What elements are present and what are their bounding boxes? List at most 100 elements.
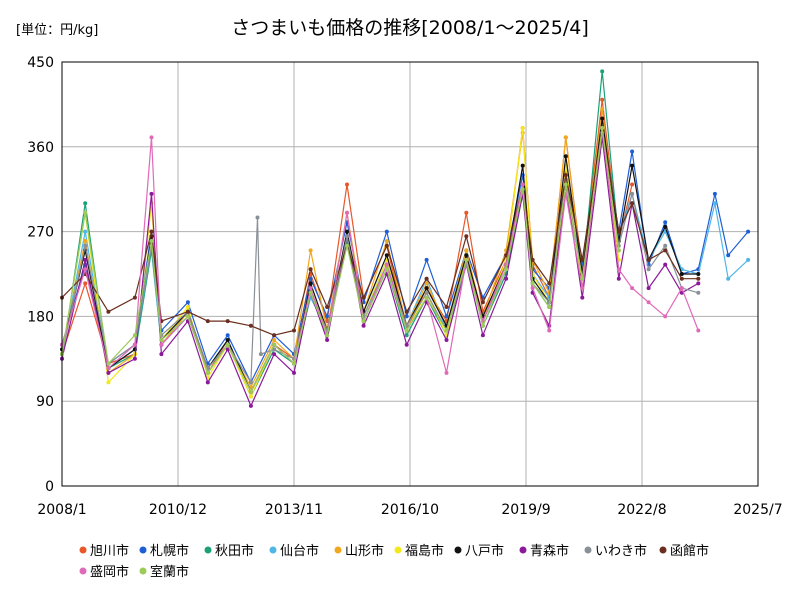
data-point bbox=[159, 338, 164, 342]
data-point bbox=[663, 248, 668, 253]
data-point bbox=[205, 370, 210, 375]
data-point bbox=[248, 380, 253, 385]
data-point bbox=[384, 253, 389, 258]
data-point bbox=[384, 243, 389, 248]
data-point bbox=[424, 257, 429, 262]
data-point bbox=[345, 210, 349, 215]
data-point bbox=[580, 286, 585, 291]
data-point bbox=[106, 309, 111, 314]
data-point bbox=[272, 338, 277, 342]
data-point bbox=[696, 276, 701, 281]
legend-marker bbox=[659, 546, 667, 554]
legend-marker bbox=[204, 546, 212, 554]
series-5 bbox=[60, 116, 621, 399]
y-tick-label: 270 bbox=[27, 225, 54, 241]
data-point bbox=[258, 352, 263, 357]
data-point bbox=[132, 333, 137, 338]
data-point bbox=[563, 154, 568, 159]
data-point bbox=[149, 191, 154, 196]
series-group bbox=[60, 69, 751, 408]
legend-label: 旭川市 bbox=[90, 543, 129, 559]
x-tick-label: 2013/11 bbox=[265, 502, 323, 518]
y-axis-ticks: 0 90 180 270 360 450 bbox=[27, 55, 54, 495]
legend-item: 札幌市 bbox=[139, 543, 189, 559]
data-point bbox=[547, 328, 552, 333]
data-point bbox=[563, 182, 568, 187]
legend-marker bbox=[519, 546, 527, 554]
y-tick-label: 0 bbox=[45, 479, 54, 495]
x-tick-label: 2010/12 bbox=[149, 502, 207, 518]
data-point bbox=[404, 342, 409, 347]
legend-item: 仙台市 bbox=[269, 543, 319, 559]
x-axis-ticks: 2008/1 2010/12 2013/11 2016/10 2019/9 2022/8 2… bbox=[37, 502, 782, 518]
data-point bbox=[679, 276, 684, 281]
series-line bbox=[61, 127, 749, 393]
data-point bbox=[530, 257, 535, 262]
legend-label: 青森市 bbox=[530, 543, 569, 559]
data-point bbox=[480, 323, 485, 328]
data-point bbox=[630, 149, 635, 154]
gridlines bbox=[62, 61, 758, 487]
data-point bbox=[424, 276, 429, 281]
data-point bbox=[424, 286, 429, 291]
data-point bbox=[248, 403, 253, 408]
data-point bbox=[663, 224, 668, 229]
data-point bbox=[563, 135, 568, 140]
data-point bbox=[504, 267, 509, 272]
data-point bbox=[308, 276, 313, 281]
data-point bbox=[712, 201, 717, 206]
data-point bbox=[308, 290, 313, 295]
x-tick-label: 2008/1 bbox=[37, 502, 86, 518]
legend-item: 山形市 bbox=[334, 543, 384, 559]
data-point bbox=[679, 286, 684, 291]
data-point bbox=[444, 338, 449, 342]
data-point bbox=[444, 328, 449, 333]
data-point bbox=[630, 163, 635, 168]
chart-title: さつまいも価格の推移[2008/1～2025/4] bbox=[231, 17, 589, 39]
data-point bbox=[520, 163, 525, 168]
legend-item: 秋田市 bbox=[204, 543, 254, 559]
data-point bbox=[149, 135, 154, 140]
data-point bbox=[547, 305, 552, 309]
data-point bbox=[464, 253, 469, 258]
y-tick-label: 90 bbox=[36, 394, 54, 410]
data-point bbox=[663, 262, 668, 267]
legend-item: いわき市 bbox=[584, 543, 647, 559]
data-point bbox=[504, 276, 509, 281]
legend-item: 旭川市 bbox=[79, 543, 129, 559]
data-point bbox=[248, 394, 253, 399]
data-point bbox=[424, 281, 429, 286]
data-point bbox=[726, 276, 731, 281]
data-point bbox=[83, 239, 88, 243]
data-point bbox=[646, 257, 651, 262]
data-point bbox=[225, 347, 230, 352]
data-point bbox=[384, 239, 389, 243]
data-point bbox=[205, 380, 210, 385]
data-point bbox=[679, 272, 684, 276]
data-point bbox=[345, 243, 349, 248]
unit-label: [単位：円/kg] bbox=[16, 22, 98, 38]
data-point bbox=[630, 182, 635, 187]
data-point bbox=[404, 314, 409, 319]
data-point bbox=[292, 328, 296, 333]
x-tick-label: 2025/7 bbox=[733, 502, 782, 518]
y-tick-label: 360 bbox=[27, 140, 54, 156]
data-point bbox=[530, 281, 535, 286]
data-point bbox=[292, 370, 296, 375]
data-point bbox=[464, 210, 469, 215]
legend-marker bbox=[454, 546, 462, 554]
legend-item: 函館市 bbox=[659, 543, 709, 559]
legend-label: 函館市 bbox=[670, 543, 709, 559]
data-point bbox=[225, 333, 230, 338]
plot-area-border bbox=[61, 61, 759, 487]
data-point bbox=[600, 97, 605, 102]
data-point bbox=[600, 126, 605, 130]
data-point bbox=[696, 290, 701, 295]
data-point bbox=[444, 305, 449, 309]
data-point bbox=[424, 290, 429, 295]
legend-label: 福島市 bbox=[405, 543, 444, 559]
y-tick-label: 450 bbox=[27, 55, 54, 71]
x-tick-label: 2019/9 bbox=[501, 502, 550, 518]
data-point bbox=[248, 389, 253, 394]
data-point bbox=[384, 229, 389, 234]
